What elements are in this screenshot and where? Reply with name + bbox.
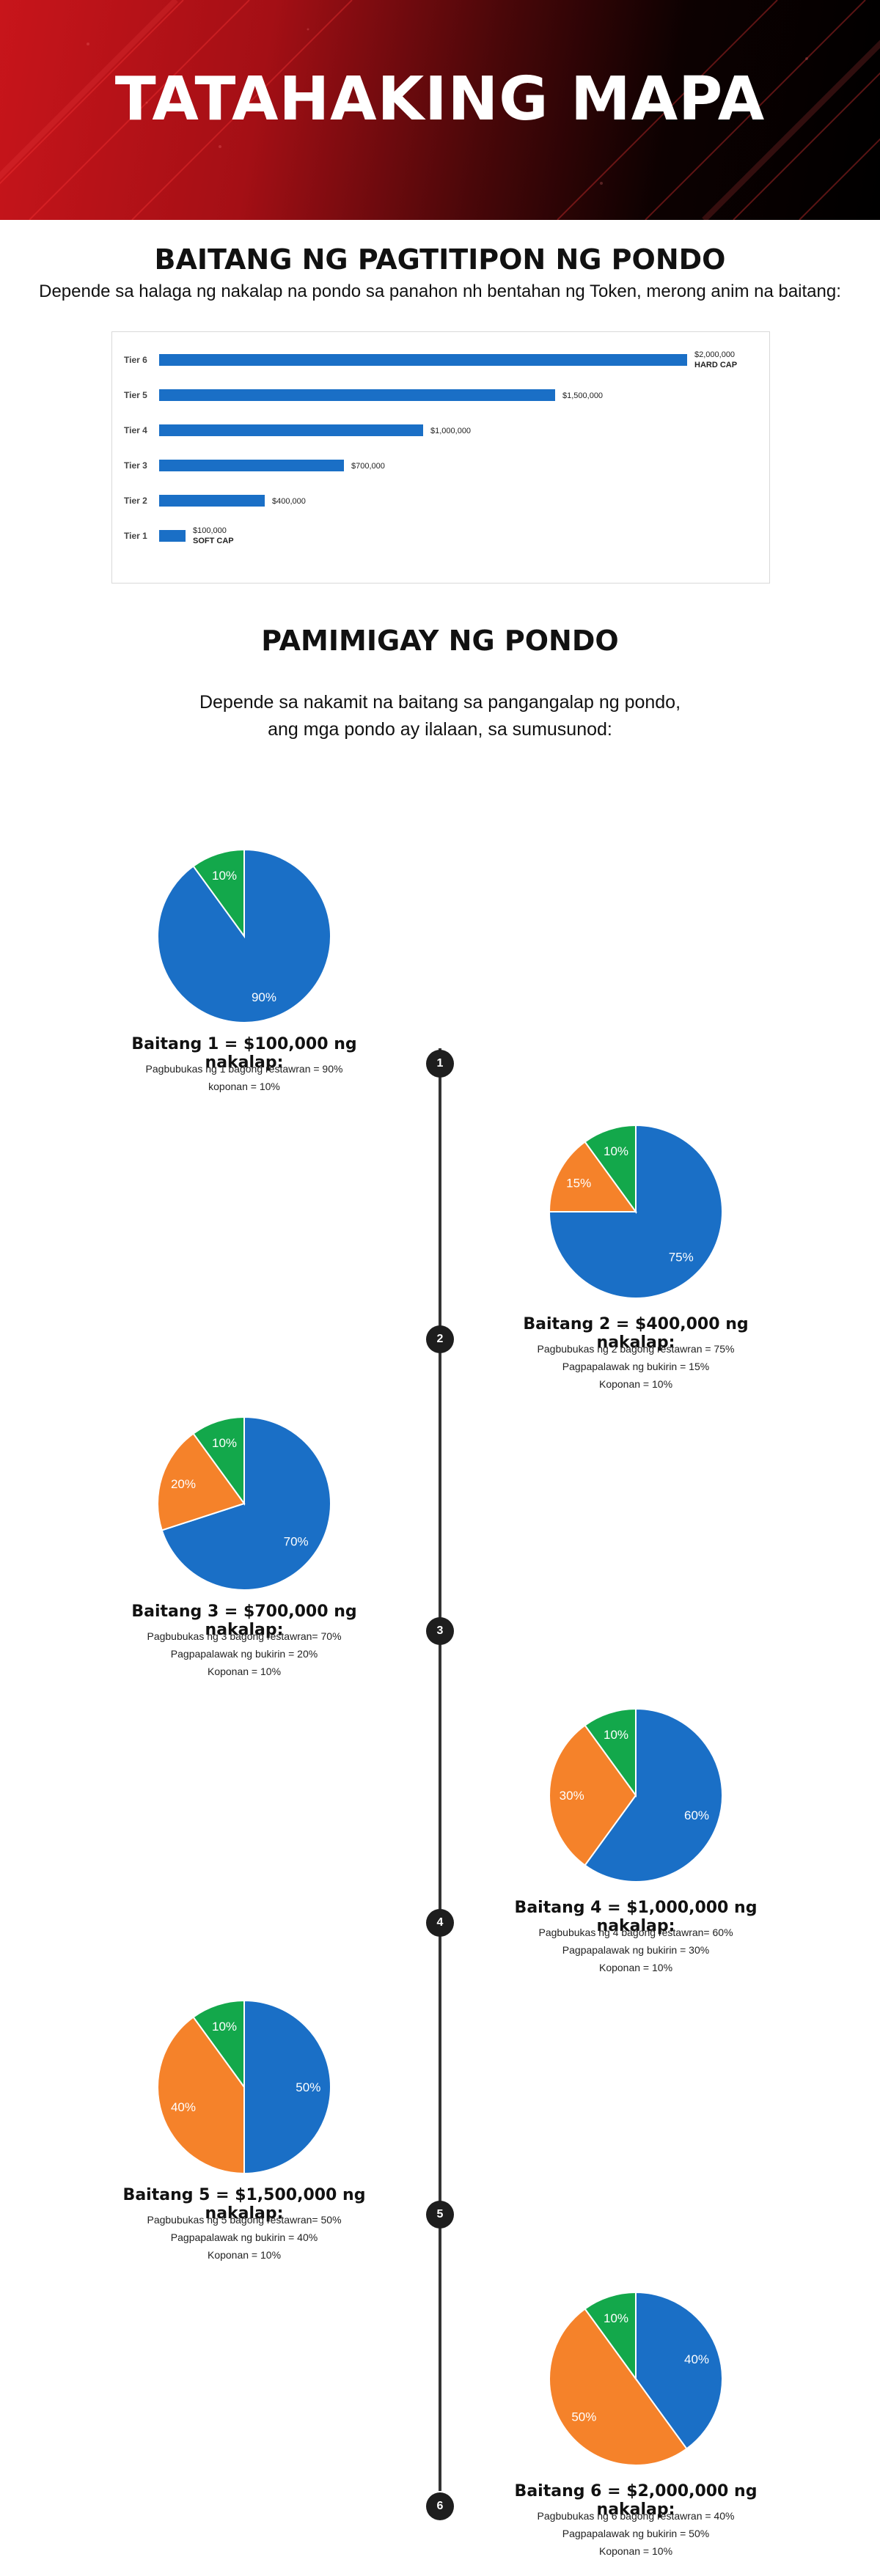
bar-annotation: HARD CAP	[694, 361, 738, 369]
allocation-pie-chart: 50% 40% 10%	[157, 1999, 331, 2175]
tier-title: Baitang 4 = $1,000,000 ng nakalap:	[514, 1899, 758, 1935]
tier-allocation-line: Pagpapalawak ng bukirin = 30%	[562, 1944, 710, 1956]
allocation-pie-chart: 70% 20% 10%	[157, 1416, 331, 1591]
pie-slice	[584, 1707, 723, 1883]
pie-slice-label: 90%	[252, 990, 276, 1004]
pie-slice-label: 10%	[212, 2020, 237, 2034]
allocation-pie-chart: 75% 15% 10%	[548, 1124, 723, 1299]
pie-slice	[157, 2016, 245, 2175]
timeline-node: 6	[426, 2492, 454, 2520]
pie-slice-label: 50%	[296, 2080, 320, 2094]
pie-slice	[243, 1999, 331, 2175]
tier-allocation-line: Pagbubukas ng 3 bagong restawran= 70%	[147, 1630, 342, 1642]
pie-slice	[584, 2291, 637, 2382]
distribution-title: PAMIMIGAY NG PONDO	[261, 625, 619, 657]
pie-slice	[584, 1124, 637, 1215]
bar-value-label: $700,000	[351, 462, 385, 471]
tier-title: Baitang 2 = $400,000 ng nakalap:	[523, 1315, 749, 1352]
bar-category-label: Tier 4	[124, 425, 147, 435]
timeline-node: 5	[426, 2201, 454, 2229]
tier-allocation-line: Pagpapalawak ng bukirin = 40%	[170, 2231, 318, 2243]
bar-value-label: $1,500,000	[562, 391, 604, 400]
tier-allocation-line: Koponan = 10%	[598, 1962, 673, 1973]
bar-value-label: $100,000 SOFT CAP	[193, 526, 234, 545]
hero-banner: TATAHAKING MAPA	[0, 0, 880, 220]
allocation-pie-chart: 60% 30% 10%	[549, 1707, 723, 1883]
timeline-node: 4	[426, 1909, 454, 1937]
pie-slice-label: 40%	[171, 2100, 196, 2114]
pie-slice	[192, 1999, 245, 2090]
pie-slice-label: 70%	[284, 1534, 309, 1548]
pie-slice	[192, 1416, 245, 1506]
tier-title: Baitang 5 = $1,500,000 ng nakalap:	[122, 2186, 366, 2223]
tier-allocation-line: Pagbubukas ng 1 bagong restawran = 90%	[145, 1063, 343, 1075]
bar-mark	[159, 424, 423, 436]
tier-allocation-line: Pagbubukas ng 2 bagong restawran = 75%	[537, 1343, 735, 1355]
hero-stripes	[0, 0, 880, 220]
bar-mark	[159, 530, 186, 542]
hero-title: TATAHAKING MAPA	[114, 65, 766, 134]
tier-allocation-line: Pagbubukas ng 6 bagong restawran = 40%	[537, 2510, 735, 2522]
distribution-subtitle-line1: Depende sa nakamit na baitang sa pangang…	[199, 692, 681, 713]
bar-mark	[159, 389, 555, 401]
pie-slice	[548, 1141, 637, 1212]
pie-slice	[549, 1724, 637, 1866]
pie-slice-label: 50%	[571, 2410, 596, 2424]
tier-allocation-line: Pagpapalawak ng bukirin = 20%	[170, 1648, 318, 1660]
tier-bar-chart: Tier 6 $2,000,000 HARD CAP Tier 5 $1,500,000…	[111, 331, 770, 584]
timeline-node: 3	[426, 1617, 454, 1645]
timeline-node: 2	[426, 1325, 454, 1353]
pie-slice	[157, 1432, 246, 1531]
pie-slice-label: 40%	[684, 2352, 709, 2366]
tier-allocation-line: Pagpapalawak ng bukirin = 50%	[562, 2528, 710, 2539]
tier-title: Baitang 6 = $2,000,000 ng nakalap:	[514, 2482, 758, 2519]
pie-slice-label: 20%	[171, 1477, 196, 1491]
allocation-pie-chart: 40% 50% 10%	[549, 2291, 723, 2466]
bar-category-label: Tier 6	[124, 355, 147, 365]
tier-allocation-line: Pagbubukas ng 4 bagong restawran= 60%	[538, 1927, 733, 1938]
tier-allocation-line: Koponan = 10%	[598, 1378, 673, 1390]
tier-allocation-line: Koponan = 10%	[207, 1666, 282, 1677]
fundraising-subtitle: Depende sa halaga ng nakalap na pondo sa…	[39, 281, 841, 301]
bar-mark	[159, 495, 265, 507]
pie-slice-label: 10%	[212, 1436, 237, 1450]
bar-category-label: Tier 1	[124, 531, 147, 541]
pie-slice-label: 60%	[684, 1808, 709, 1822]
pie-slice	[161, 1416, 331, 1591]
bar-annotation: SOFT CAP	[193, 537, 234, 545]
pie-slice	[192, 848, 245, 939]
pie-slice-label: 10%	[212, 869, 237, 883]
pie-slice-label: 30%	[560, 1789, 584, 1803]
bar-category-label: Tier 5	[124, 390, 147, 400]
bar-mark	[159, 354, 687, 366]
tier-allocation-line: koponan = 10%	[208, 1081, 280, 1092]
pie-slice	[635, 2291, 723, 2450]
tier-allocation-line: Koponan = 10%	[207, 2249, 282, 2261]
tier-allocation-line: Pagpapalawak ng bukirin = 15%	[562, 1361, 710, 1372]
bar-value-label: $1,000,000	[430, 427, 472, 435]
tier-title: Baitang 3 = $700,000 ng nakalap:	[131, 1602, 357, 1639]
bar-value-label: $2,000,000 HARD CAP	[694, 350, 738, 369]
pie-slice	[584, 1707, 637, 1798]
pie-slice	[549, 2308, 688, 2466]
timeline-node: 1	[426, 1050, 454, 1078]
tier-title: Baitang 1 = $100,000 ng nakalap:	[131, 1035, 357, 1072]
bar-mark	[159, 460, 344, 471]
pie-slice-label: 10%	[604, 2311, 628, 2325]
allocation-pie-chart: 90% 10%	[157, 848, 331, 1023]
pie-slice-label: 15%	[566, 1176, 591, 1190]
bar-value-label: $400,000	[272, 497, 306, 506]
bar-category-label: Tier 3	[124, 460, 147, 471]
timeline-line	[439, 1048, 441, 2491]
bar-category-label: Tier 2	[124, 496, 147, 506]
tier-allocation-line: Koponan = 10%	[598, 2545, 673, 2557]
pie-slice	[548, 1124, 723, 1299]
pie-slice-label: 10%	[604, 1728, 628, 1742]
fundraising-title: BAITANG NG PAGTITIPON NG PONDO	[154, 243, 726, 276]
pie-slice-label: 75%	[669, 1251, 694, 1265]
pie-slice-label: 10%	[604, 1144, 628, 1158]
tier-allocation-line: Pagbubukas ng 5 bagong restawran= 50%	[147, 2214, 342, 2226]
distribution-subtitle-line2: ang mga pondo ay ilalaan, sa sumusunod:	[268, 719, 612, 740]
